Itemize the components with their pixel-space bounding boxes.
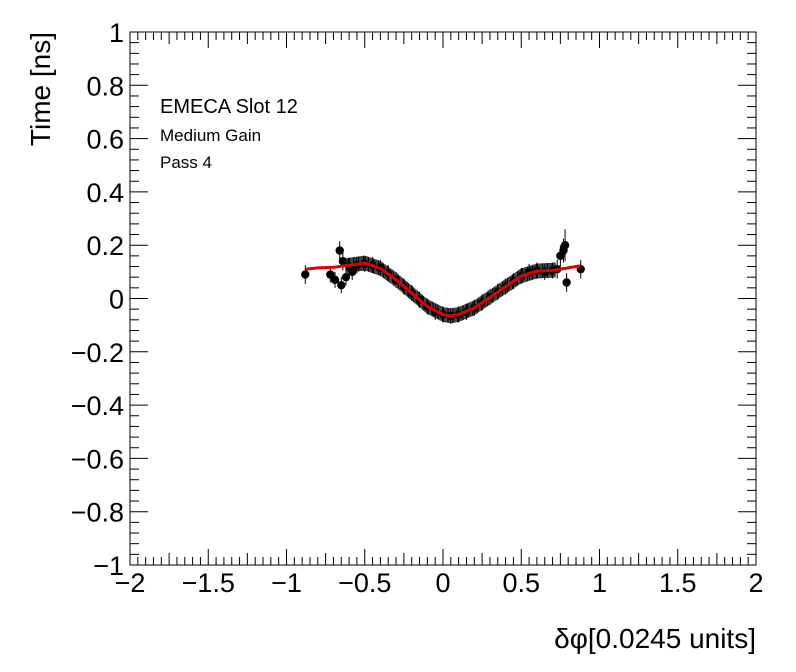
y-tick-label: 0.2 xyxy=(86,231,124,261)
data-point xyxy=(560,241,570,250)
y-tick-label: −1 xyxy=(93,551,124,581)
data-point xyxy=(348,267,357,277)
y-tick-label: 1 xyxy=(109,18,124,48)
y-tick-label: −0.8 xyxy=(71,498,124,528)
y-tick-label: 0.6 xyxy=(86,125,124,155)
data-point xyxy=(335,246,344,255)
data-point xyxy=(330,275,340,285)
x-tick-labels: −2 −1.5 −1 −0.5 0 0.5 1 1.5 2 xyxy=(115,568,764,598)
fit-line xyxy=(305,261,581,318)
data-point xyxy=(562,278,571,287)
annotation-title: EMECA Slot 12 xyxy=(160,96,298,118)
x-tick-label: −1.5 xyxy=(182,568,235,598)
fit-curve xyxy=(305,261,581,318)
x-axis-title: δφ[0.0245 units] xyxy=(554,623,756,654)
y-axis-title: Time [ns] xyxy=(25,32,56,146)
y-tick-label: −0.6 xyxy=(71,444,124,474)
data-point xyxy=(338,256,348,266)
annotation-pass: Pass 4 xyxy=(160,153,212,172)
y-tick-label: 0.8 xyxy=(86,71,124,101)
x-tick-label: −0.5 xyxy=(338,568,391,598)
axis-ticks xyxy=(129,31,757,566)
y-tick-label: −0.2 xyxy=(71,338,124,368)
x-tick-label: 1.5 xyxy=(659,568,697,598)
x-tick-label: −2 xyxy=(115,568,146,598)
y-tick-label: −0.4 xyxy=(71,391,124,421)
x-tick-label: −1 xyxy=(271,568,302,598)
y-tick-label: 0 xyxy=(109,285,124,315)
x-tick-label: 0 xyxy=(435,568,450,598)
y-tick-labels: −1 −0.8 −0.6 −0.4 −0.2 0 0.2 0.4 0.6 0.8 1 xyxy=(71,18,124,581)
data-point xyxy=(301,270,310,279)
x-tick-label: 0.5 xyxy=(502,568,540,598)
x-tick-label: 2 xyxy=(748,568,763,598)
data-point xyxy=(337,280,346,290)
y-tick-label: 0.4 xyxy=(86,178,124,208)
data-point xyxy=(341,272,351,282)
x-tick-label: 1 xyxy=(592,568,607,598)
annotation-gain: Medium Gain xyxy=(160,126,261,145)
